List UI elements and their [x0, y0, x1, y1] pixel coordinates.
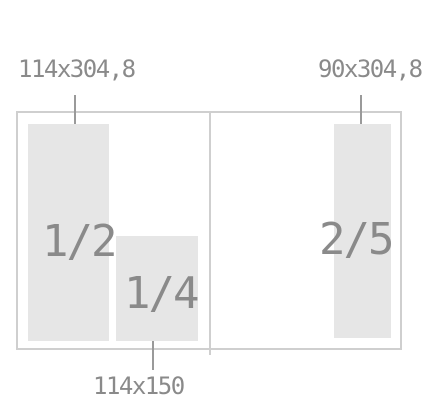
block-two-fifths	[334, 124, 391, 338]
fraction-two-fifths-label: 2/5	[319, 214, 394, 265]
block-quarter	[116, 236, 198, 341]
leader-line-top-right	[360, 95, 362, 124]
block-half	[28, 124, 109, 341]
leader-line-top-left	[74, 95, 76, 124]
leader-line-bottom	[152, 341, 154, 370]
dimension-label-top-right: 90x304,8	[318, 55, 423, 83]
frame-divider	[209, 113, 211, 355]
fraction-quarter-label: 1/4	[124, 268, 199, 319]
dimension-label-bottom: 114x150	[93, 372, 185, 400]
fraction-half-label: 1/2	[42, 216, 117, 267]
dimension-label-top-left: 114x304,8	[18, 55, 136, 83]
